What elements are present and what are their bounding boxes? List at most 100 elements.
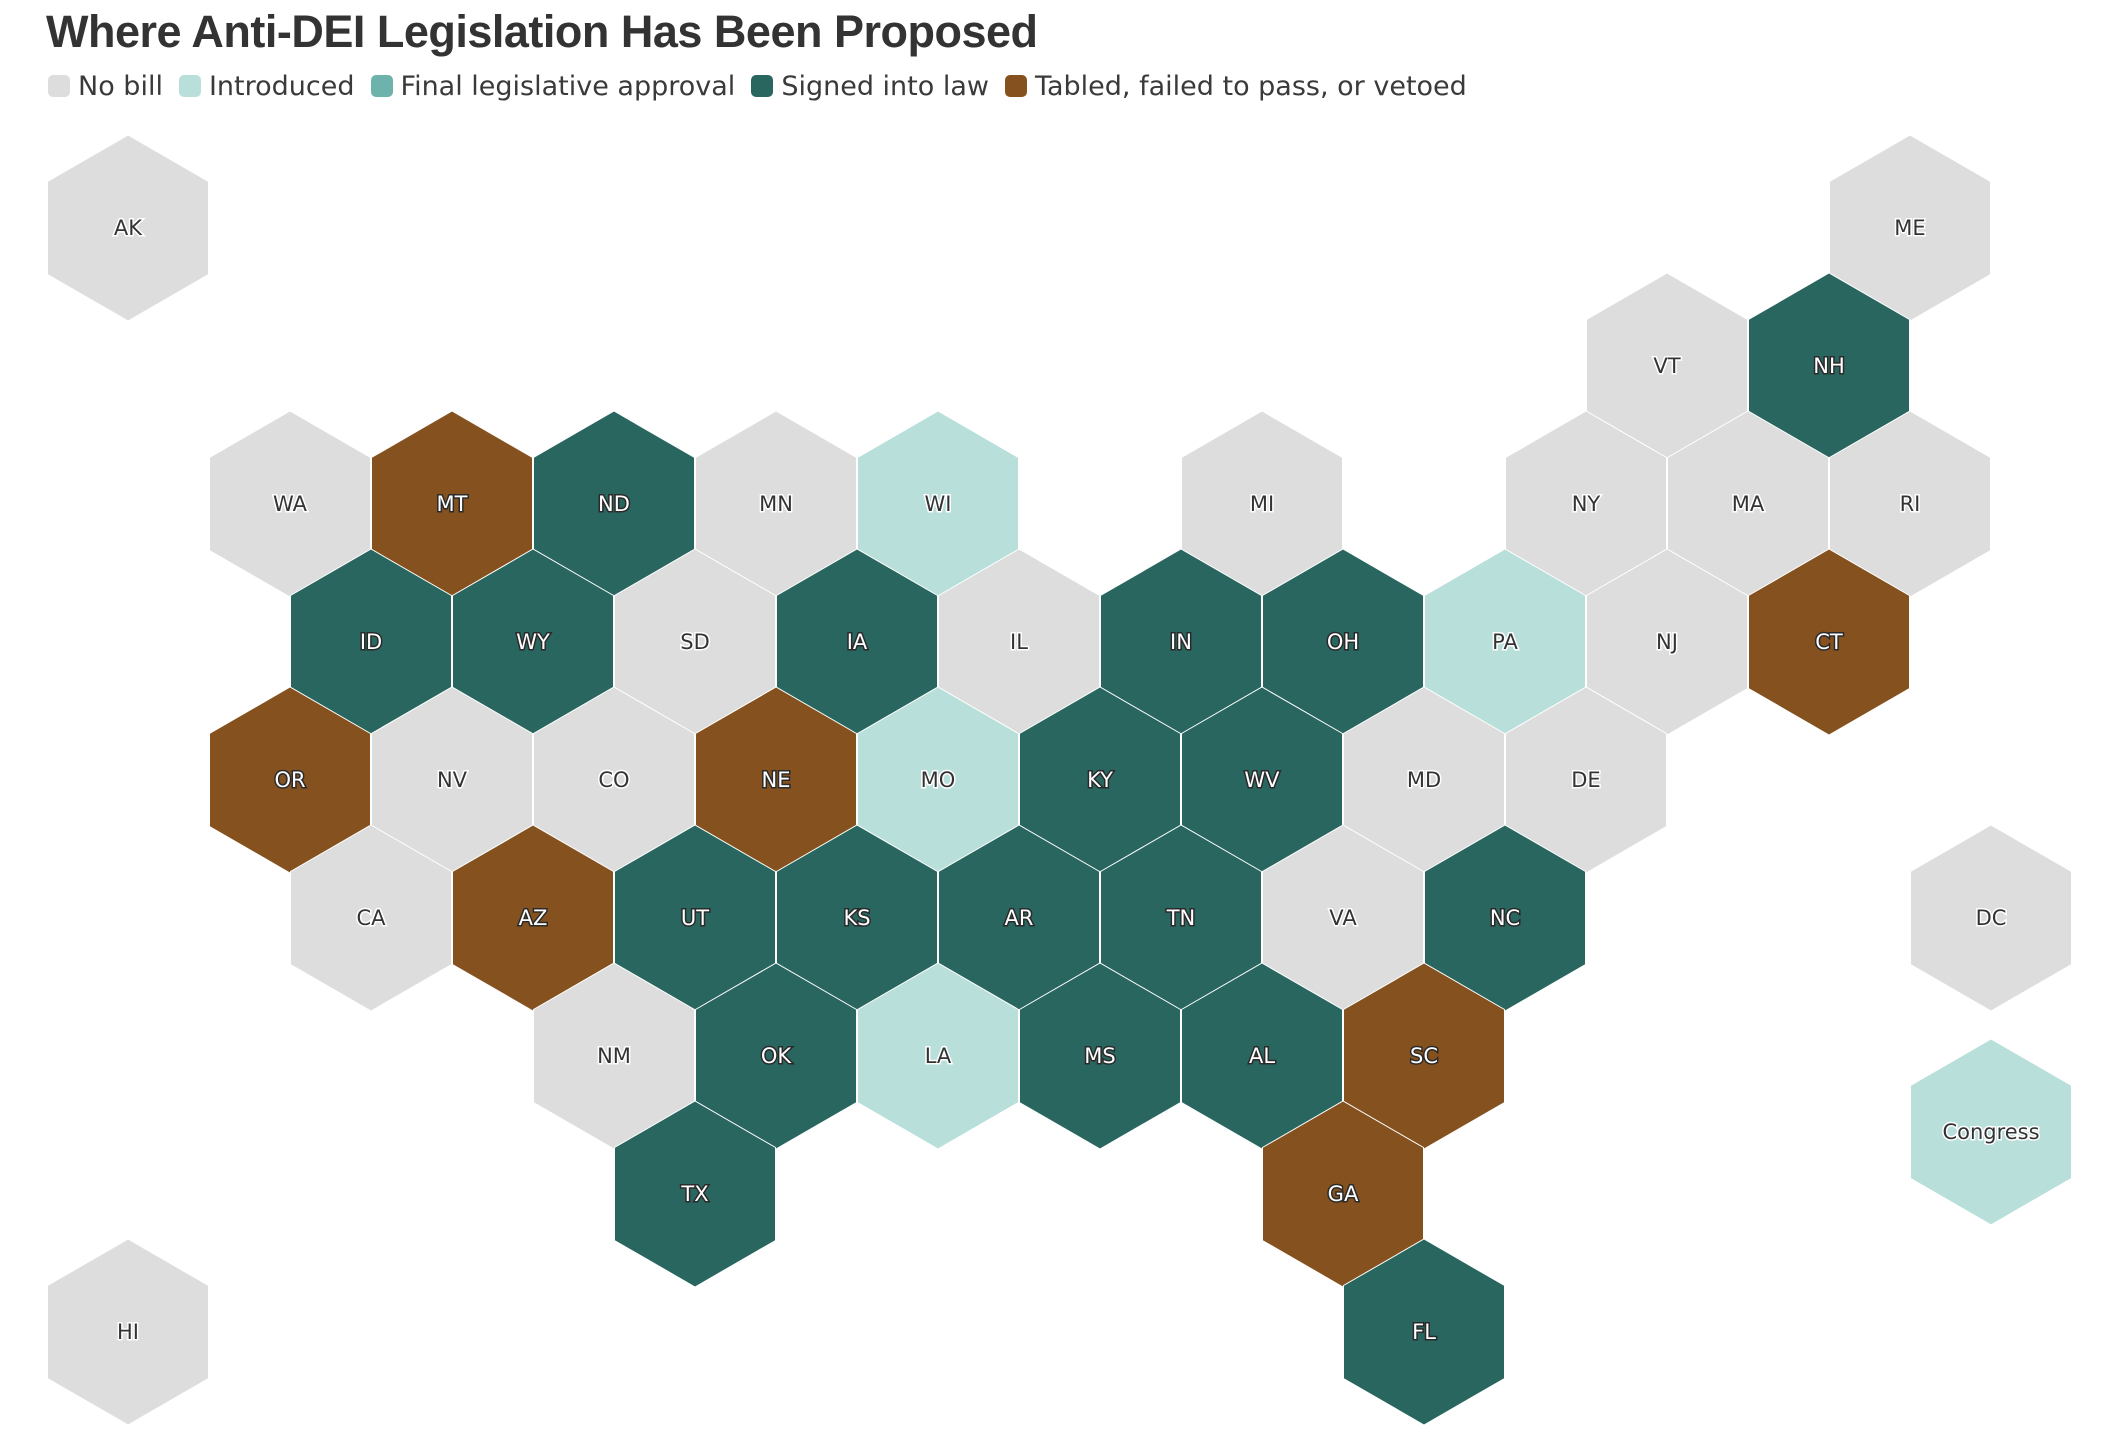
hex-shape-ct[interactable]	[1748, 548, 1910, 736]
hex-hi[interactable]: HI	[47, 1238, 209, 1426]
hex-vt[interactable]: VT	[1586, 272, 1748, 460]
map-title: Where Anti-DEI Legislation Has Been Prop…	[46, 6, 1038, 57]
legend-swatch-final-approval	[370, 75, 393, 97]
hex-az[interactable]: AZ	[452, 824, 614, 1012]
hex-ca[interactable]: CA	[290, 824, 452, 1012]
hex-label-vt: VT	[1653, 354, 1680, 378]
hex-pa[interactable]: PA	[1424, 548, 1586, 736]
hex-me[interactable]: ME	[1829, 134, 1991, 322]
hex-label-co: CO	[598, 768, 629, 792]
hex-al[interactable]: AL	[1181, 962, 1343, 1150]
hex-dc[interactable]: DC	[1910, 824, 2072, 1012]
hex-wv[interactable]: WV	[1181, 686, 1343, 874]
hex-label-nh: NH	[1813, 354, 1845, 378]
hex-nh[interactable]: NH	[1748, 272, 1910, 460]
hex-ma[interactable]: MA	[1667, 410, 1829, 598]
hex-label-ma: MA	[1732, 492, 1765, 516]
hex-shape-tx[interactable]	[614, 1100, 776, 1288]
hex-label-mi: MI	[1250, 492, 1274, 516]
legend-label-tabled: Tabled, failed to pass, or vetoed	[1034, 70, 1467, 102]
hex-shape-la[interactable]	[857, 962, 1019, 1150]
hex-de[interactable]: DE	[1505, 686, 1667, 874]
hex-label-hi: HI	[117, 1320, 139, 1344]
hex-label-or: OR	[274, 768, 305, 792]
hex-label-pa: PA	[1492, 630, 1518, 654]
hex-label-wa: WA	[273, 492, 308, 516]
hex-nj[interactable]: NJ	[1586, 548, 1748, 736]
hex-mt[interactable]: MT	[371, 410, 533, 598]
hex-nv[interactable]: NV	[371, 686, 533, 874]
hex-label-ca: CA	[356, 906, 386, 930]
legend-label-signed: Signed into law	[781, 70, 989, 102]
hex-shape-ca[interactable]	[290, 824, 452, 1012]
hex-label-mn: MN	[759, 492, 793, 516]
hex-label-tn: TN	[1166, 906, 1196, 930]
hex-wy[interactable]: WY	[452, 548, 614, 736]
hex-sd[interactable]: SD	[614, 548, 776, 736]
hex-shape-dc[interactable]	[1910, 824, 2072, 1012]
legend-item-introduced: Introduced	[178, 70, 355, 102]
hex-shape-congress[interactable]	[1910, 1038, 2072, 1226]
hex-label-wv: WV	[1244, 768, 1280, 792]
hex-label-dc: DC	[1976, 906, 2007, 930]
hex-tn[interactable]: TN	[1100, 824, 1262, 1012]
legend-label-no-bill: No bill	[78, 70, 163, 102]
hex-label-me: ME	[1894, 216, 1925, 240]
legend-swatch-no-bill	[48, 75, 70, 97]
hex-shape-ms[interactable]	[1019, 962, 1181, 1150]
hex-shape-fl[interactable]	[1343, 1238, 1505, 1426]
legend-swatch-introduced	[178, 75, 201, 97]
hex-label-az: AZ	[519, 906, 548, 930]
hex-wa[interactable]: WA	[209, 410, 371, 598]
legend-swatch-signed	[751, 75, 774, 97]
hex-label-nm: NM	[597, 1044, 631, 1068]
hex-ak[interactable]: AK	[47, 134, 209, 322]
hex-mo[interactable]: MO	[857, 686, 1019, 874]
hex-shape-hi[interactable]	[47, 1238, 209, 1426]
hex-label-ri: RI	[1900, 492, 1921, 516]
hex-ct[interactable]: CT	[1748, 548, 1910, 736]
hex-ia[interactable]: IA	[776, 548, 938, 736]
hex-fl[interactable]: FL	[1343, 1238, 1505, 1426]
hex-label-ia: IA	[847, 630, 868, 654]
hex-ga[interactable]: GA	[1262, 1100, 1424, 1288]
hex-label-ct: CT	[1815, 630, 1843, 654]
hex-la[interactable]: LA	[857, 962, 1019, 1150]
hex-label-mo: MO	[921, 768, 956, 792]
hex-va[interactable]: VA	[1262, 824, 1424, 1012]
hex-label-ks: KS	[843, 906, 870, 930]
hex-nc[interactable]: NC	[1424, 824, 1586, 1012]
hex-label-ut: UT	[681, 906, 709, 930]
legend: No bill Introduced Final legislative app…	[48, 68, 1467, 104]
hex-ms[interactable]: MS	[1019, 962, 1181, 1150]
hex-label-ne: NE	[762, 768, 791, 792]
legend-item-final-approval: Final legislative approval	[370, 70, 736, 102]
hex-ri[interactable]: RI	[1829, 410, 1991, 598]
hex-label-ny: NY	[1572, 492, 1601, 516]
hex-label-nv: NV	[437, 768, 468, 792]
hex-label-il: IL	[1010, 630, 1028, 654]
hex-label-ok: OK	[761, 1044, 793, 1068]
hex-label-in: IN	[1170, 630, 1192, 654]
hex-ne[interactable]: NE	[695, 686, 857, 874]
hex-shape-ak[interactable]	[47, 134, 209, 322]
legend-label-final-approval: Final legislative approval	[400, 70, 736, 102]
hex-label-mt: MT	[437, 492, 468, 516]
hex-il[interactable]: IL	[938, 548, 1100, 736]
hex-label-nj: NJ	[1656, 630, 1678, 654]
hex-nd[interactable]: ND	[533, 410, 695, 598]
hex-label-sc: SC	[1410, 1044, 1438, 1068]
legend-label-introduced: Introduced	[208, 70, 355, 102]
hex-nm[interactable]: NM	[533, 962, 695, 1150]
hex-label-ky: KY	[1087, 768, 1113, 792]
hex-mi[interactable]: MI	[1181, 410, 1343, 598]
hex-or[interactable]: OR	[209, 686, 371, 874]
hex-label-md: MD	[1407, 768, 1441, 792]
legend-item-no-bill: No bill	[48, 71, 163, 102]
hex-congress[interactable]: Congress	[1910, 1038, 2072, 1226]
hex-label-de: DE	[1571, 768, 1600, 792]
hex-tx[interactable]: TX	[614, 1100, 776, 1288]
hex-ky[interactable]: KY	[1019, 686, 1181, 874]
hex-label-la: LA	[925, 1044, 952, 1068]
